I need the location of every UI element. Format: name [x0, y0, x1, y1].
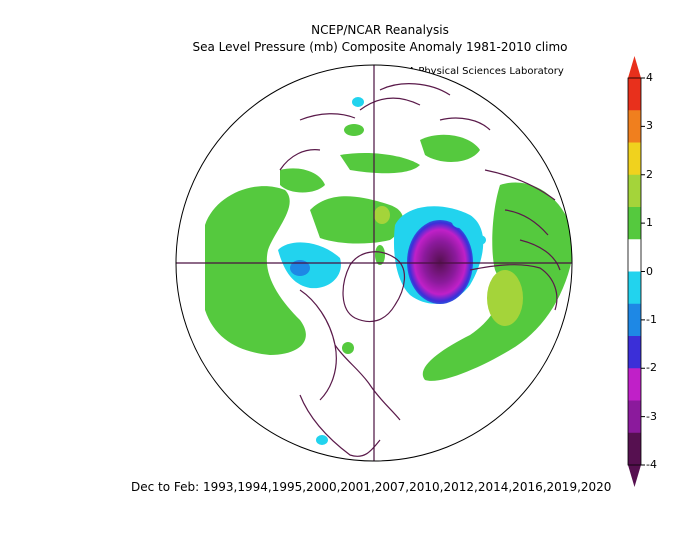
colorbar-min-arrow — [628, 465, 641, 487]
colorbar-swatch — [628, 400, 641, 434]
colorbar-swatch — [628, 432, 641, 466]
colorbar-swatch — [628, 239, 641, 272]
coastlines — [279, 83, 561, 457]
colorbar-tick-label: -2 — [646, 361, 657, 375]
globe-outline — [175, 64, 573, 462]
colorbar-tick-label: 3 — [646, 119, 653, 133]
colorbar-tick-label: -4 — [646, 458, 657, 471]
pacific-low-anomaly — [278, 242, 341, 289]
colorbar-swatch — [628, 368, 641, 401]
colorbar-tick-label: -3 — [646, 409, 657, 423]
colorbar-swatch — [628, 110, 641, 143]
colorbar-swatch — [628, 142, 641, 176]
colorbar-swatch — [628, 303, 641, 337]
colorbar-swatch — [628, 271, 641, 305]
colorbar-tick-label: -1 — [646, 312, 657, 326]
colorbar-tick-label: 4 — [646, 71, 653, 84]
colorbar-tick-label: 2 — [646, 167, 653, 181]
colorbar-swatch — [628, 336, 641, 369]
credit-label: NOAA Physical Sciences Laboratory — [386, 66, 564, 77]
eurasia-high-anomaly — [422, 182, 572, 381]
map-title: NCEP/NCAR Reanalysis — [311, 23, 449, 37]
colorbar — [627, 56, 645, 487]
colorbar-swatch — [628, 207, 641, 240]
colorbar-max-arrow — [628, 56, 641, 78]
deep-low-center — [407, 220, 473, 304]
colorbar-swatch — [628, 78, 641, 111]
map-subtitle: Sea Level Pressure (mb) Composite Anomal… — [192, 40, 568, 54]
period-label: Dec to Feb: 1993,1994,1995,2000,2001,200… — [131, 480, 612, 494]
graticule — [176, 65, 572, 461]
pacific-high-anomaly — [205, 186, 306, 355]
colorbar-tick-label: 1 — [646, 216, 653, 230]
colorbar-swatch — [628, 174, 641, 208]
colorbar-tick-label: 0 — [646, 264, 653, 278]
